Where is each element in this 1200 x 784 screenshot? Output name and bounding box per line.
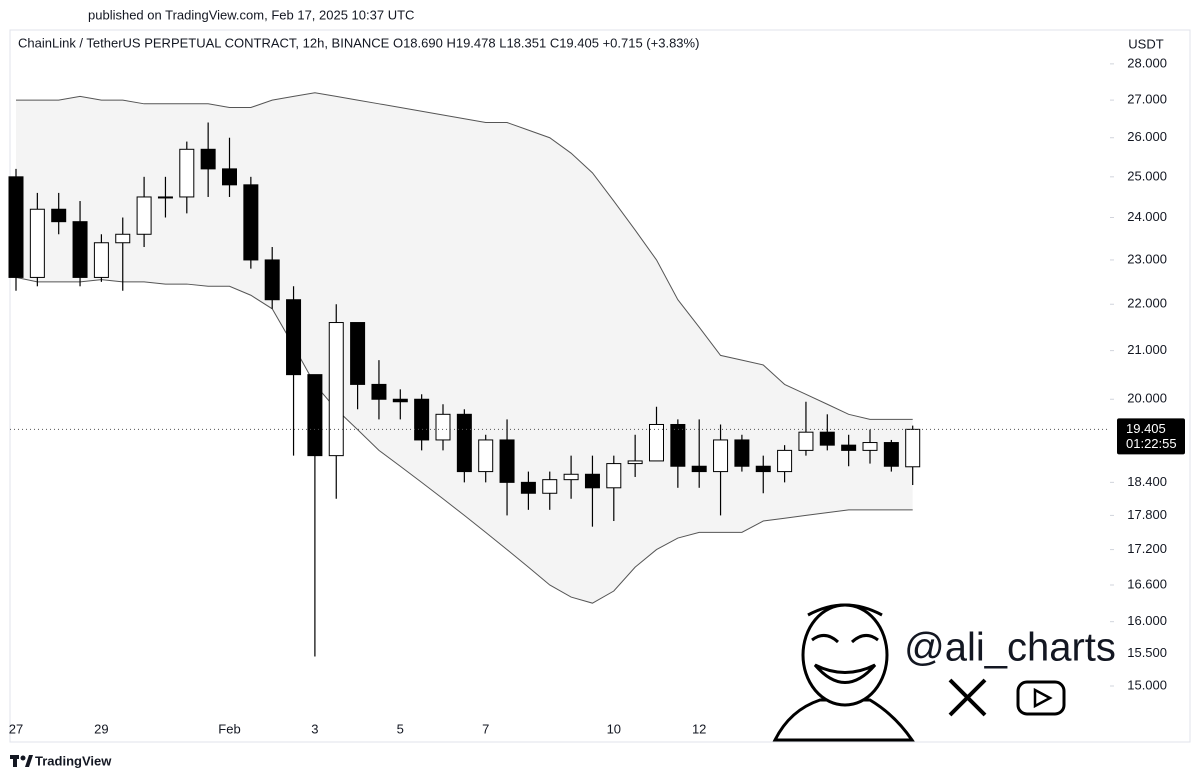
x-tick-label: 3	[311, 721, 318, 736]
candle-body	[499, 439, 515, 483]
candle-body	[905, 428, 921, 468]
currency-label: USDT	[1128, 36, 1163, 51]
x-tick-label: 29	[94, 721, 108, 736]
footer-logo	[10, 755, 33, 767]
watermark-handle: @ali_charts	[904, 626, 1116, 670]
x-tick-label: 10	[607, 721, 621, 736]
published-note: published on TradingView.com, Feb 17, 20…	[88, 7, 414, 22]
candle-body	[115, 233, 131, 244]
candle-body	[819, 431, 835, 446]
footer-brand: TradingView	[35, 753, 112, 768]
plot-area: 28.000 27.000 26.000 25.000 24.000 23.000 22.0…	[8, 55, 1167, 736]
candle-body	[29, 208, 45, 278]
candle-body	[691, 465, 707, 473]
candle-body	[563, 473, 579, 481]
candle-body	[777, 449, 793, 473]
candle-body	[841, 444, 857, 451]
candle-body	[478, 439, 494, 473]
candle-body	[72, 221, 88, 278]
y-tick-label: 28.000	[1127, 55, 1167, 70]
candle-body	[862, 442, 878, 451]
candle-body	[755, 465, 771, 473]
y-tick-label: 16.000	[1127, 613, 1167, 628]
candle-body	[798, 431, 814, 451]
x-tick-label: 27	[9, 721, 23, 736]
candle-body	[243, 184, 259, 261]
candle-body	[542, 479, 558, 494]
candle-body	[350, 322, 366, 385]
candle-body	[222, 168, 237, 186]
candle-body	[200, 148, 216, 170]
candle-body	[435, 413, 451, 441]
x-tick-label: 7	[482, 721, 489, 736]
candle-body	[371, 383, 387, 400]
x-tick-label: 5	[397, 721, 404, 736]
youtube-icon	[1016, 680, 1066, 716]
y-tick-label: 23.000	[1127, 251, 1167, 266]
candle-body	[606, 463, 622, 489]
y-tick-label: 18.400	[1127, 474, 1167, 489]
y-tick-label: 22.000	[1127, 296, 1167, 311]
candle-body	[307, 374, 323, 457]
y-tick-label: 24.000	[1127, 209, 1167, 224]
candle-body	[649, 423, 664, 462]
chart-title: ChainLink / TetherUS PERPETUAL CONTRACT,…	[18, 35, 699, 50]
last-price-box	[1117, 418, 1185, 455]
candle-body	[328, 322, 344, 457]
y-tick-label: 15.000	[1127, 677, 1167, 692]
watermark-face	[772, 603, 915, 742]
candle-body	[157, 196, 173, 199]
candle-body	[136, 196, 152, 235]
candle-body	[713, 439, 729, 473]
candle-body	[670, 423, 686, 467]
candle-body	[414, 398, 430, 441]
y-tick-label: 26.000	[1127, 129, 1167, 144]
countdown-label: 01:22:55	[1126, 436, 1177, 451]
candle-body	[286, 299, 302, 376]
lower-band	[15, 276, 913, 604]
candle-body	[883, 442, 899, 467]
candle-body	[264, 259, 280, 301]
candle-body	[8, 176, 24, 278]
y-tick-label: 25.000	[1127, 168, 1167, 183]
candle-body	[392, 398, 408, 403]
candle-body	[584, 473, 600, 489]
y-tick-label: 20.000	[1127, 391, 1167, 406]
y-tick-label: 15.500	[1127, 645, 1167, 660]
x-icon	[948, 678, 987, 717]
last-price-label: 19.405	[1126, 421, 1166, 436]
candle-body	[734, 439, 750, 467]
candle-body	[627, 460, 643, 465]
y-tick-label: 27.000	[1127, 92, 1167, 107]
y-tick-label: 17.800	[1127, 507, 1167, 522]
upper-band	[16, 92, 913, 420]
y-tick-label: 21.000	[1127, 342, 1167, 357]
candle-body	[51, 208, 67, 223]
x-tick-label: 12	[692, 721, 706, 736]
y-tick-label: 16.600	[1127, 576, 1167, 591]
candle-body	[520, 481, 536, 494]
chart-frame	[9, 29, 1191, 743]
y-tick-label: 17.200	[1127, 541, 1167, 556]
candle-body	[456, 413, 472, 473]
band-fill	[16, 92, 913, 604]
candle-body	[93, 242, 109, 278]
candle-body	[179, 148, 195, 198]
x-tick-label: Feb	[218, 721, 240, 736]
